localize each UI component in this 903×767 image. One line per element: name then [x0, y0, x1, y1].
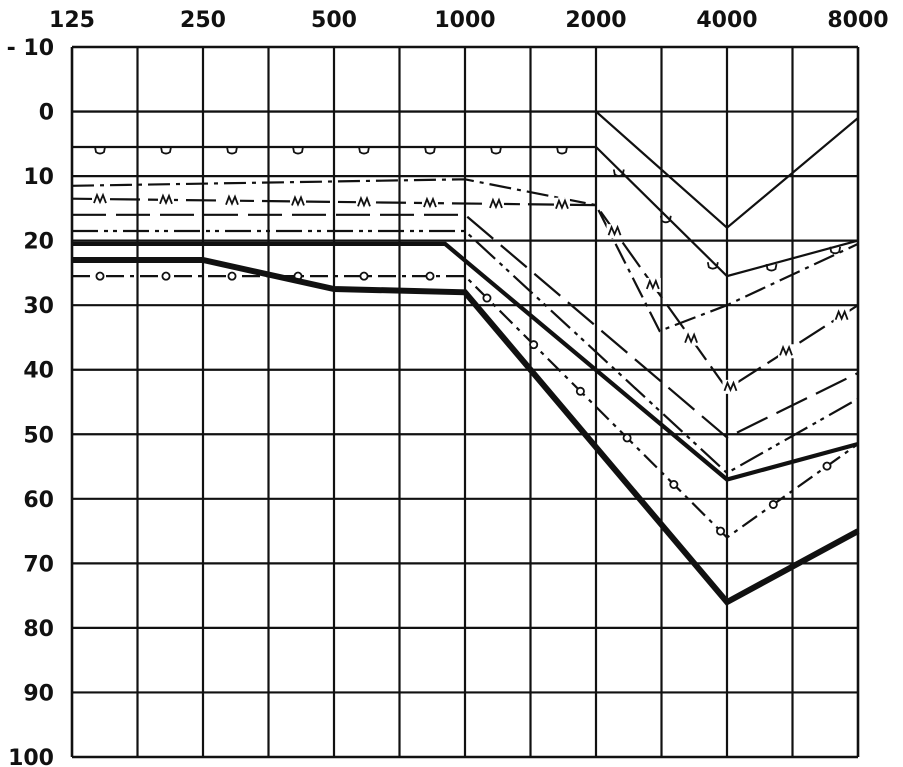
series-layer [71, 110, 860, 606]
y-tick-label: 50 [23, 423, 54, 448]
m-marker [159, 193, 173, 206]
series-line [72, 110, 859, 230]
circle-marker [359, 271, 369, 281]
m-marker [93, 192, 107, 205]
tick-labels: 125 250 500 1000 2000 4000 8000 - 10 0 10 20 30 40 50… [7, 8, 889, 767]
y-tick-label: 20 [23, 230, 54, 255]
x-tick-label: 8000 [827, 8, 888, 33]
x-tick-label: 125 [49, 8, 95, 33]
cup-marker [160, 146, 172, 155]
cup-marker [765, 263, 778, 272]
series-1 [72, 110, 859, 230]
y-tick-label: 90 [23, 681, 54, 706]
m-marker [834, 309, 849, 321]
m-marker [291, 195, 305, 207]
cup-marker [706, 261, 719, 270]
y-tick-label: 10 [23, 165, 54, 190]
series-9 [72, 257, 860, 606]
circle-marker [669, 479, 679, 489]
x-tick-label: 500 [311, 8, 357, 33]
y-tick-label: 100 [8, 746, 54, 767]
cup-marker [490, 146, 502, 155]
m-marker [645, 278, 660, 291]
grid-layer [70, 45, 860, 759]
x-tick-label: 2000 [565, 8, 626, 33]
m-marker [684, 332, 698, 344]
circle-marker [822, 461, 832, 471]
series-5 [72, 213, 859, 439]
series-line-inner [72, 259, 859, 604]
y-tick-label: 60 [23, 488, 54, 513]
series-line [72, 213, 859, 439]
series-6 [72, 229, 859, 475]
x-tick-label: 4000 [696, 8, 757, 33]
m-marker [723, 380, 738, 393]
cup-marker [556, 146, 568, 155]
x-tick-label: 250 [180, 8, 226, 33]
circle-marker [425, 271, 435, 281]
x-tick-label: 1000 [434, 8, 495, 33]
series-line [72, 229, 859, 475]
y-tick-label: 40 [23, 359, 54, 384]
circle-marker [95, 271, 105, 281]
m-marker [423, 196, 437, 209]
cup-marker [94, 146, 106, 155]
m-marker [779, 344, 793, 357]
m-marker [489, 197, 503, 210]
series-line [72, 145, 859, 278]
series-4 [71, 192, 859, 394]
circle-marker [768, 499, 778, 509]
cup-marker [226, 146, 238, 155]
y-tick-label: 70 [23, 552, 54, 577]
cup-marker [358, 146, 370, 155]
circle-marker [575, 386, 585, 396]
series-line [71, 178, 859, 333]
circle-marker [227, 271, 237, 281]
circle-marker [529, 340, 539, 350]
series-7 [72, 241, 859, 482]
cup-marker [292, 146, 304, 155]
y-tick-label: - 10 [7, 36, 54, 61]
circle-marker [716, 526, 726, 536]
series-line [72, 241, 859, 482]
m-marker [225, 194, 239, 206]
cup-marker [612, 169, 625, 177]
cup-marker [659, 215, 672, 224]
y-tick-label: 80 [23, 617, 54, 642]
circle-marker [482, 293, 492, 303]
m-marker [607, 224, 622, 237]
cup-marker [424, 146, 436, 155]
series-3 [71, 178, 859, 333]
y-tick-label: 0 [39, 101, 54, 126]
circle-marker [161, 271, 171, 281]
circle-marker [622, 433, 632, 443]
m-marker [357, 195, 371, 208]
y-tick-label: 30 [23, 294, 54, 319]
m-marker [555, 198, 569, 211]
series-2 [72, 145, 859, 278]
